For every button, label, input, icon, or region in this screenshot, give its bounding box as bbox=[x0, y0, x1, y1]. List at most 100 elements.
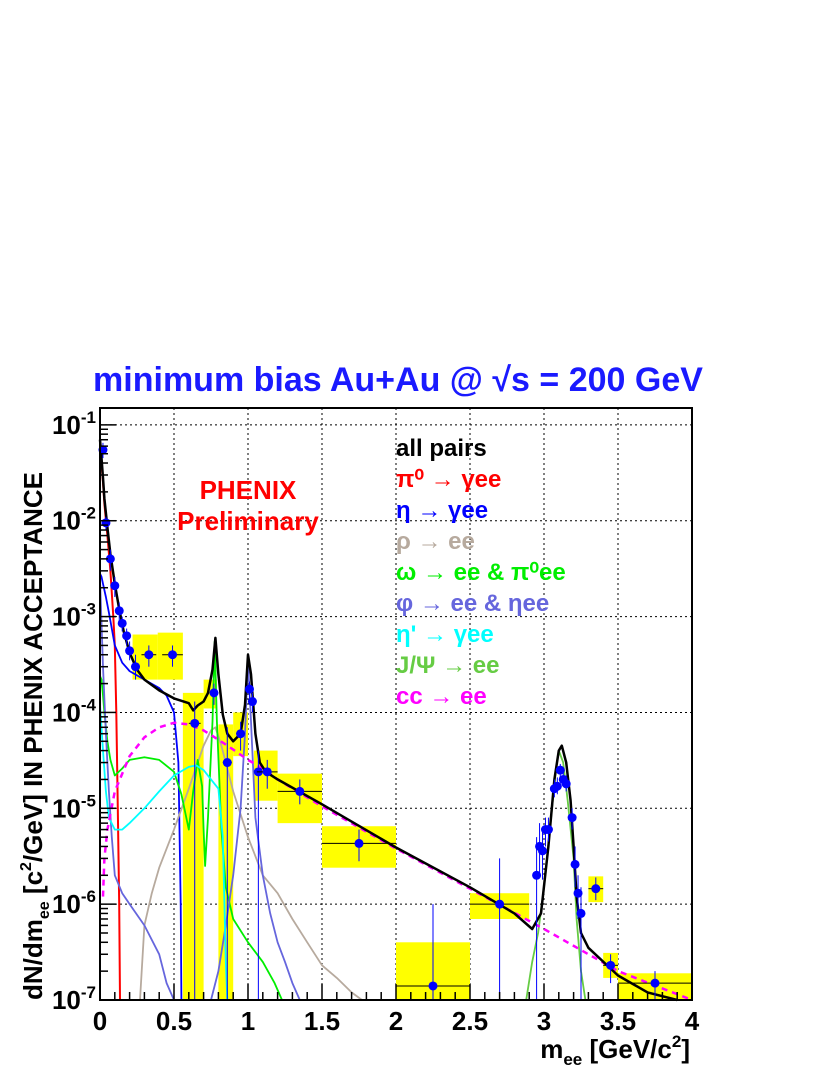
data-point bbox=[141, 645, 157, 667]
curve-eta bbox=[99, 573, 183, 1001]
data-marker bbox=[570, 859, 580, 869]
data-marker bbox=[244, 684, 254, 694]
data-point bbox=[576, 887, 586, 1000]
data-marker bbox=[532, 870, 542, 880]
legend: all pairs π⁰ → γee η → γee ρ → ee ω → ee & π… bbox=[396, 435, 566, 710]
data-point bbox=[162, 645, 183, 667]
x-tick-label: 1 bbox=[241, 1006, 255, 1036]
y-tick-labels: 10-1 10-2 10-3 10-4 10-5 10-6 10-7 bbox=[52, 408, 97, 1015]
legend-entry: J/Ψ → ee bbox=[396, 652, 499, 679]
syst-box bbox=[182, 692, 204, 1000]
data-marker bbox=[110, 581, 120, 591]
data-point bbox=[236, 721, 246, 751]
data-point bbox=[570, 846, 580, 888]
data-marker bbox=[555, 765, 565, 775]
legend-entry: all pairs bbox=[396, 435, 487, 462]
axis-ticks bbox=[99, 424, 693, 1001]
data-marker bbox=[117, 618, 127, 628]
data-marker bbox=[122, 631, 132, 641]
data-point bbox=[256, 759, 278, 789]
y-tick-label: 10-6 bbox=[52, 887, 96, 919]
x-tick-label: 3 bbox=[537, 1006, 551, 1036]
x-tick-label: 0.5 bbox=[156, 1006, 192, 1036]
data-point bbox=[188, 701, 201, 1000]
curve-etap bbox=[99, 704, 229, 1001]
legend-entry: η → γee bbox=[396, 497, 488, 524]
data-marker bbox=[495, 899, 505, 909]
legend-entry: ω → ee & π⁰ee bbox=[396, 559, 566, 586]
data-marker bbox=[591, 884, 601, 894]
data-marker bbox=[354, 838, 364, 848]
data-point bbox=[561, 775, 571, 792]
data-point bbox=[552, 777, 562, 795]
data-point bbox=[209, 683, 219, 705]
data-marker bbox=[168, 650, 178, 660]
data-point bbox=[105, 549, 115, 571]
data-point bbox=[470, 858, 530, 1000]
y-tick-label: 10-5 bbox=[52, 791, 96, 823]
data-point bbox=[555, 763, 565, 778]
legend-entry: φ → ee & ηee bbox=[396, 590, 549, 617]
data-marker bbox=[576, 908, 586, 918]
data-marker bbox=[236, 729, 246, 739]
data-marker bbox=[131, 662, 141, 672]
x-tick-label: 2 bbox=[389, 1006, 403, 1036]
data-point bbox=[567, 808, 577, 830]
legend-entry: ρ → ee bbox=[396, 528, 475, 555]
y-axis-label: dN/dmee [c2/GeV] IN PHENIX ACCEPTANCE bbox=[18, 472, 53, 1000]
x-tick-label: 1.5 bbox=[304, 1006, 340, 1036]
data-point bbox=[543, 817, 553, 842]
y-tick-label: 10-1 bbox=[52, 408, 96, 440]
chart-title: minimum bias Au+Au @ √s = 200 GeV bbox=[93, 361, 703, 399]
data-point bbox=[244, 681, 254, 699]
y-tick-label: 10-4 bbox=[52, 695, 97, 727]
data-marker bbox=[573, 888, 583, 898]
data-point bbox=[538, 829, 548, 880]
data-marker bbox=[538, 846, 548, 856]
data-marker bbox=[105, 554, 115, 564]
data-marker bbox=[222, 758, 232, 768]
data-marker bbox=[552, 781, 562, 791]
data-marker bbox=[114, 606, 124, 616]
data-marker bbox=[209, 688, 219, 698]
data-marker bbox=[650, 978, 660, 988]
x-tick-label: 2.5 bbox=[452, 1006, 488, 1036]
data-marker bbox=[190, 718, 200, 728]
data-point bbox=[114, 602, 124, 621]
phenix-label: PHENIX bbox=[200, 475, 297, 505]
data-point bbox=[110, 576, 120, 598]
data-marker bbox=[561, 779, 571, 789]
data-marker bbox=[295, 786, 305, 796]
data-marker bbox=[543, 825, 553, 835]
data-point bbox=[131, 654, 141, 680]
data-marker bbox=[247, 697, 257, 707]
data-marker bbox=[144, 650, 154, 660]
syst-box bbox=[218, 724, 234, 1000]
x-tick-labels: 0 0.5 1 1.5 2 2.5 3 3.5 4 bbox=[93, 1006, 700, 1036]
x-tick-label: 3.5 bbox=[600, 1006, 636, 1036]
data-point bbox=[125, 641, 135, 661]
data-marker bbox=[262, 767, 272, 777]
data-point bbox=[322, 829, 396, 862]
data-point bbox=[247, 692, 257, 713]
data-points bbox=[98, 442, 692, 1000]
y-tick-label: 10-7 bbox=[52, 983, 96, 1015]
curve-phi bbox=[99, 578, 301, 1001]
legend-entry: η' → γee bbox=[396, 621, 494, 648]
data-marker bbox=[606, 960, 616, 970]
x-tick-label: 4 bbox=[685, 1006, 700, 1036]
data-marker bbox=[428, 981, 438, 991]
data-marker bbox=[125, 646, 135, 656]
data-point bbox=[277, 779, 322, 805]
x-tick-label: 0 bbox=[93, 1006, 107, 1036]
data-point bbox=[588, 877, 604, 901]
y-tick-label: 10-3 bbox=[52, 600, 96, 632]
data-marker bbox=[567, 813, 577, 823]
data-point bbox=[603, 954, 618, 984]
preliminary-label: Preliminary bbox=[177, 506, 319, 536]
data-point bbox=[122, 628, 132, 646]
data-point bbox=[396, 904, 470, 1000]
data-point bbox=[532, 837, 542, 1000]
x-axis-label: mee [GeV/c2] bbox=[540, 1032, 690, 1069]
